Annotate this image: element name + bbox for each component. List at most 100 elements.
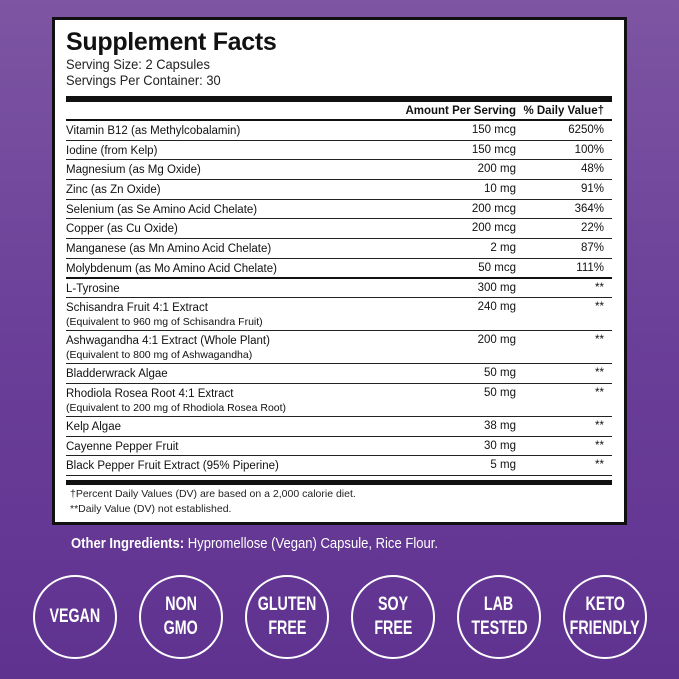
table-header: Amount Per Serving % Daily Value† bbox=[66, 102, 612, 121]
panel-title: Supplement Facts bbox=[66, 28, 277, 56]
ingredient-label: Manganese (as Mn Amino Acid Chelate) bbox=[66, 243, 272, 256]
supplement-facts-panel: Supplement Facts Serving Size: 2 Capsule… bbox=[52, 17, 627, 525]
dv-value: 87% bbox=[580, 242, 604, 255]
amount-value: 300 mg bbox=[477, 281, 516, 294]
dv-value: ** bbox=[595, 386, 604, 399]
badge-text: LAB bbox=[484, 594, 514, 615]
badge-text: GLUTEN bbox=[257, 594, 317, 615]
dv-value: ** bbox=[595, 459, 604, 472]
table-row: Rhodiola Rosea Root 4:1 Extract (Equivale… bbox=[66, 384, 612, 417]
ingredient-name: Black Pepper Fruit Extract (95% Piperine… bbox=[66, 459, 396, 473]
table-row: Schisandra Fruit 4:1 Extract (Equivalent … bbox=[66, 298, 612, 332]
dv-value: 111% bbox=[576, 261, 604, 274]
amount-value: 5 mg bbox=[490, 459, 516, 472]
badge-vegan: VEGAN bbox=[33, 575, 117, 659]
badge-text: NON bbox=[165, 594, 197, 615]
ingredient-equivalent: (Equivalent to 800 mg of Ashwagandha) bbox=[66, 349, 253, 362]
ingredient-label: Copper (as Cu Oxide) bbox=[66, 223, 178, 236]
ingredient-name: L-Tyrosine bbox=[66, 282, 396, 296]
amount-value: 240 mg bbox=[477, 301, 516, 314]
amount-value: 150 mcg bbox=[471, 143, 516, 156]
amount-value: 50 mg bbox=[484, 386, 516, 399]
badge-soy-free: SOY FREE bbox=[351, 575, 435, 659]
ingredient-name: Magnesium (as Mg Oxide) bbox=[66, 163, 396, 177]
ingredient-label: L-Tyrosine bbox=[66, 282, 120, 295]
amount-value: 200 mcg bbox=[471, 222, 516, 235]
dv-value: ** bbox=[595, 419, 604, 432]
amount-value: 200 mg bbox=[477, 163, 516, 176]
amount-value: 50 mcg bbox=[478, 261, 516, 274]
serving-size: Serving Size: 2 Capsules bbox=[66, 56, 210, 72]
table-row: Selenium (as Se Amino Acid Chelate) 200 m… bbox=[66, 200, 612, 220]
ingredient-name: Manganese (as Mn Amino Acid Chelate) bbox=[66, 242, 396, 256]
dv-value: ** bbox=[595, 367, 604, 380]
ingredient-name: Zinc (as Zn Oxide) bbox=[66, 183, 396, 197]
ingredient-name: Rhodiola Rosea Root 4:1 Extract (Equivale… bbox=[66, 387, 396, 415]
ingredient-name: Molybdenum (as Mo Amino Acid Chelate) bbox=[66, 262, 396, 276]
ingredient-name: Iodine (from Kelp) bbox=[66, 144, 396, 158]
ingredient-name: Selenium (as Se Amino Acid Chelate) bbox=[66, 203, 396, 217]
badge-lab-tested: LAB TESTED bbox=[457, 575, 541, 659]
table-row: L-Tyrosine 300 mg ** bbox=[66, 279, 612, 299]
ingredient-label: Vitamin B12 (as Methylcobalamin) bbox=[66, 125, 241, 137]
ingredient-label: Kelp Algae bbox=[66, 420, 121, 433]
badge-row: VEGAN NON GMO GLUTEN FREE SOY FREE LAB TESTED KET… bbox=[33, 575, 647, 659]
ingredient-label: Schisandra Fruit 4:1 Extract bbox=[66, 302, 208, 315]
dv-value: ** bbox=[595, 334, 604, 347]
ingredient-label: Magnesium (as Mg Oxide) bbox=[66, 164, 201, 177]
ingredient-label: Rhodiola Rosea Root 4:1 Extract bbox=[66, 387, 234, 400]
ingredient-name: Copper (as Cu Oxide) bbox=[66, 222, 396, 236]
amount-value: 2 mg bbox=[490, 242, 516, 255]
table-row: Vitamin B12 (as Methylcobalamin) 150 mcg 6… bbox=[66, 121, 612, 141]
amount-value: 50 mg bbox=[484, 367, 516, 380]
ingredient-label: Black Pepper Fruit Extract (95% Piperine… bbox=[66, 460, 279, 473]
dv-value: 100% bbox=[574, 143, 604, 156]
table-row: Bladderwrack Algae 50 mg ** bbox=[66, 364, 612, 384]
other-ingredients-text: Hypromellose (Vegan) Capsule, Rice Flour… bbox=[184, 536, 438, 552]
ingredient-name: Cayenne Pepper Fruit bbox=[66, 440, 396, 454]
table-row: Molybdenum (as Mo Amino Acid Chelate) 50 … bbox=[66, 259, 612, 279]
dv-value: ** bbox=[595, 439, 604, 452]
footnote: †Percent Daily Values (DV) are based on … bbox=[70, 487, 356, 500]
ingredient-name: Vitamin B12 (as Methylcobalamin) bbox=[66, 124, 396, 138]
table-row: Black Pepper Fruit Extract (95% Piperine… bbox=[66, 456, 612, 476]
ingredient-rows: Vitamin B12 (as Methylcobalamin) 150 mcg 6… bbox=[66, 121, 612, 476]
table-row: Manganese (as Mn Amino Acid Chelate) 2 mg… bbox=[66, 239, 612, 259]
ingredient-name: Schisandra Fruit 4:1 Extract (Equivalent … bbox=[66, 301, 396, 329]
badge-text: FRIENDLY bbox=[570, 618, 640, 639]
table-row: Kelp Algae 38 mg ** bbox=[66, 417, 612, 437]
badge-text: FREE bbox=[373, 618, 413, 639]
ingredient-label: Bladderwrack Algae bbox=[66, 368, 168, 381]
dv-value: 22% bbox=[580, 222, 604, 235]
ingredient-name: Bladderwrack Algae bbox=[66, 367, 396, 381]
footnote: **Daily Value (DV) not established. bbox=[70, 502, 232, 515]
amount-value: 200 mcg bbox=[471, 202, 516, 215]
dv-value: 48% bbox=[580, 163, 604, 176]
ingredient-equivalent: (Equivalent to 960 mg of Schisandra Frui… bbox=[66, 316, 263, 329]
badge-text: TESTED bbox=[470, 618, 528, 639]
badge-text: GMO bbox=[163, 618, 199, 639]
badge-text: FREE bbox=[267, 618, 307, 639]
other-ingredients: Other Ingredients: Hypromellose (Vegan) … bbox=[71, 536, 438, 552]
table-row: Zinc (as Zn Oxide) 10 mg 91% bbox=[66, 180, 612, 200]
ingredient-label: Cayenne Pepper Fruit bbox=[66, 440, 179, 453]
table-row: Magnesium (as Mg Oxide) 200 mg 48% bbox=[66, 160, 612, 181]
table-row: Copper (as Cu Oxide) 200 mcg 22% bbox=[66, 219, 612, 240]
amount-value: 150 mcg bbox=[471, 124, 516, 136]
badge-text: SOY bbox=[377, 594, 409, 615]
ingredient-label: Selenium (as Se Amino Acid Chelate) bbox=[66, 203, 258, 216]
ingredient-label: Iodine (from Kelp) bbox=[66, 144, 158, 157]
badge-keto-friendly: KETO FRIENDLY bbox=[563, 575, 647, 659]
badge-non-gmo: NON GMO bbox=[139, 575, 223, 659]
badge-text: VEGAN bbox=[49, 606, 101, 627]
ingredient-name: Kelp Algae bbox=[66, 420, 396, 434]
ingredient-label: Ashwagandha 4:1 Extract (Whole Plant) bbox=[66, 335, 270, 348]
amount-value: 10 mg bbox=[484, 183, 516, 196]
ingredient-name: Ashwagandha 4:1 Extract (Whole Plant) (Eq… bbox=[66, 334, 396, 362]
dv-value: 364% bbox=[574, 202, 604, 215]
dv-value: 6250% bbox=[568, 124, 604, 136]
other-ingredients-label: Other Ingredients: bbox=[71, 536, 185, 552]
amount-value: 200 mg bbox=[477, 334, 516, 347]
ingredient-label: Molybdenum (as Mo Amino Acid Chelate) bbox=[66, 262, 277, 275]
badge-gluten-free: GLUTEN FREE bbox=[245, 575, 329, 659]
